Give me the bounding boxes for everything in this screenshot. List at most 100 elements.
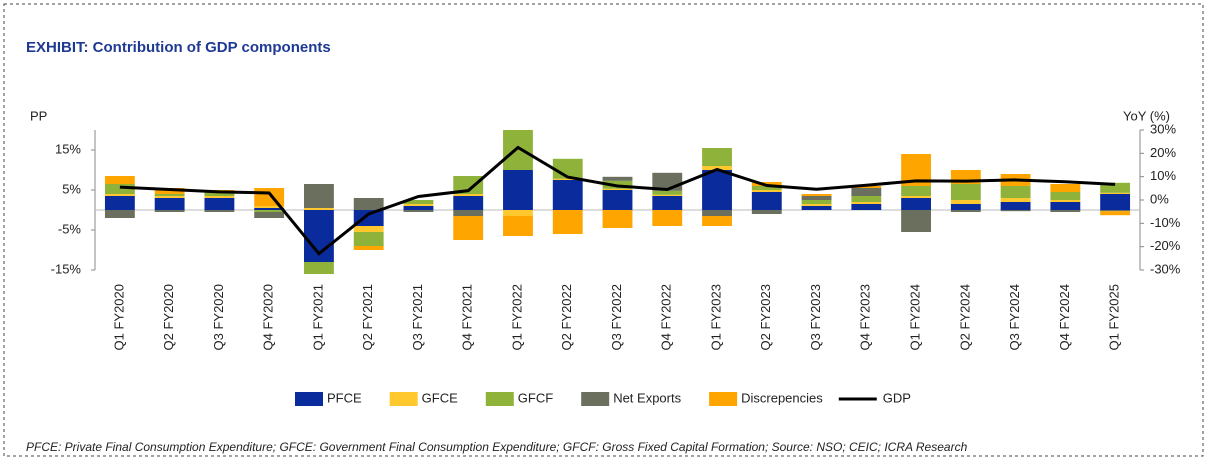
x-tick-label: Q1 FY2020	[111, 284, 126, 351]
bar-segment	[503, 170, 533, 210]
x-tick-label: Q1 FY2024	[908, 284, 923, 351]
bar-segment	[204, 210, 235, 212]
y-tick-label: -5%	[58, 221, 82, 236]
bar-segment	[1000, 202, 1031, 210]
x-tick-label: Q4 FY2024	[1057, 284, 1072, 351]
bar-segment	[204, 192, 235, 196]
bar-segment	[851, 204, 882, 210]
footnote: PFCE: Private Final Consumption Expendit…	[26, 440, 968, 454]
x-tick-label: Q1 FY2022	[509, 284, 524, 351]
bar-segment	[453, 196, 484, 210]
y2-tick-label: 0%	[1150, 191, 1169, 206]
bar-segment	[702, 148, 732, 166]
bar-segment	[901, 198, 931, 210]
y-tick-label: 15%	[55, 141, 81, 156]
bar-segment	[602, 190, 633, 210]
legend-swatch	[709, 392, 738, 406]
bar-segment	[353, 226, 384, 232]
bar-segment	[304, 208, 334, 210]
x-tick-label: Q2 FY2022	[559, 284, 574, 351]
bar-segment	[702, 216, 732, 226]
bar-segment	[901, 186, 931, 196]
bar-segment	[453, 216, 484, 240]
bar-segment	[104, 194, 135, 196]
bar-segment	[154, 194, 185, 196]
bar-segment	[1100, 211, 1131, 216]
bar-segment	[751, 190, 782, 192]
bar-segment	[552, 180, 583, 210]
bar-segment	[1100, 194, 1131, 210]
x-tick-label: Q4 FY2022	[659, 284, 674, 351]
bar-segment	[104, 210, 135, 218]
bar-segment	[652, 196, 683, 210]
x-tick-label: Q2 FY2024	[957, 284, 972, 351]
legend-label: GFCE	[422, 390, 458, 405]
bar-segment	[602, 188, 633, 190]
x-tick-label: Q3 FY2022	[609, 284, 624, 351]
bar-segment	[950, 210, 981, 212]
bar-segment	[1100, 210, 1131, 212]
bar-segment	[552, 178, 583, 180]
bar-segment	[950, 204, 981, 210]
x-tick-label: Q4 FY2020	[261, 284, 276, 351]
bar-segment	[204, 196, 235, 198]
legend-swatch	[485, 392, 514, 406]
bar-segment	[702, 170, 732, 210]
x-tick-label: Q2 FY2023	[758, 284, 773, 351]
bar-segment	[154, 210, 185, 212]
bar-segment	[453, 176, 484, 194]
line	[119, 145, 1116, 256]
bar-segment	[353, 198, 384, 210]
bar-segment	[602, 176, 633, 181]
bar-segment	[751, 186, 782, 190]
bar-segment	[652, 210, 683, 226]
bar-segment	[403, 200, 434, 204]
legend-label: GDP	[883, 390, 911, 405]
bar-segment	[503, 210, 533, 216]
bar-segment	[453, 210, 484, 216]
legend-swatch	[389, 392, 418, 406]
y2-tick-label: -10%	[1150, 215, 1181, 230]
y2-tick-label: 20%	[1150, 145, 1176, 160]
bar-segment	[1000, 210, 1031, 212]
bar-segment	[154, 198, 185, 210]
bar-segment	[801, 200, 832, 204]
x-tick-label: Q4 FY2021	[460, 284, 475, 351]
frame	[3, 3, 1204, 457]
legend-label: Discrepencies	[741, 390, 823, 405]
bar-segment	[1000, 198, 1031, 202]
bar-segment	[1000, 186, 1031, 198]
x-tick-label: Q1 FY2025	[1107, 284, 1122, 351]
bar-segment	[552, 210, 583, 234]
bar-segment	[801, 194, 832, 196]
bar-segment	[851, 188, 882, 196]
legend-swatch	[295, 392, 323, 406]
bar-segment	[1050, 192, 1081, 200]
x-tick-label: Q1 FY2021	[310, 284, 325, 351]
x-tick-label: Q3 FY2021	[410, 284, 425, 351]
bar-segment	[503, 130, 533, 170]
x-tick-label: Q3 FY2023	[808, 284, 823, 351]
chart-title: EXHIBIT: Contribution of GDP components	[26, 39, 331, 56]
bar-segment	[304, 184, 334, 208]
bar-segment	[353, 246, 384, 250]
y2-tick-label: 30%	[1150, 121, 1176, 136]
legend-label: PFCE	[327, 390, 362, 405]
bar-segment	[1100, 182, 1131, 193]
bar-segment	[801, 206, 832, 210]
bar-segment	[1050, 184, 1081, 192]
legend-label: Net Exports	[613, 390, 681, 405]
bar-segment	[254, 210, 285, 212]
bar-segment	[204, 198, 235, 210]
y-tick-label: 5%	[62, 181, 81, 196]
bar-segment	[353, 210, 384, 226]
x-tick-label: Q2 FY2021	[360, 284, 375, 351]
bar-segment	[950, 184, 981, 200]
y2-tick-label: -20%	[1150, 238, 1181, 253]
bar-segment	[254, 188, 285, 206]
x-tick-label: Q1 FY2023	[708, 284, 723, 351]
y2-tick-label: 10%	[1150, 168, 1176, 183]
x-tick-label: Q2 FY2020	[161, 284, 176, 351]
bar-segment	[851, 202, 882, 204]
